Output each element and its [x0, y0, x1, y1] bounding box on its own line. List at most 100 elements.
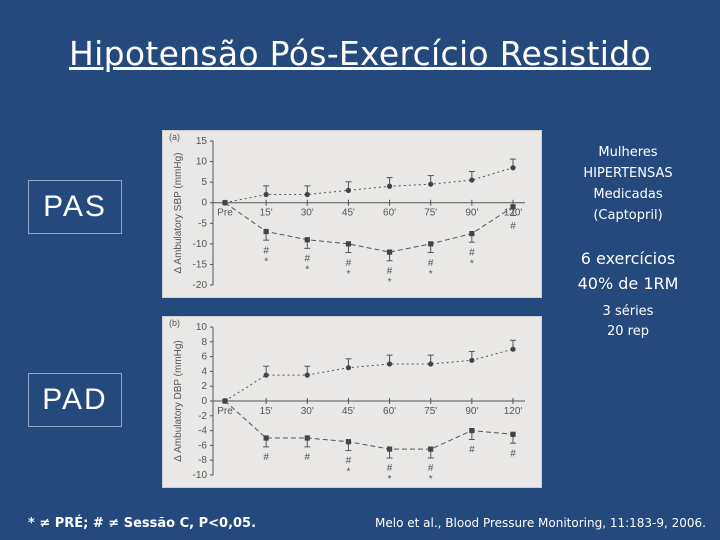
- sbp-chart: 15 10 5 0 -5 -10 -15 -20 (a) Δ Ambulatory SBP (mm…: [162, 130, 542, 298]
- intensity-text: 40% de 1RM: [577, 274, 679, 293]
- y-tick-label: -20: [193, 280, 208, 291]
- x-tick-label: 60': [383, 406, 396, 417]
- y-tick-label: -4: [198, 426, 207, 437]
- y-tick-label: -10: [193, 470, 208, 481]
- y-tick-label: 0: [201, 198, 207, 209]
- data-point: [428, 361, 434, 367]
- significance-mark: #: [428, 258, 434, 269]
- group-line: HIPERTENSAS: [583, 166, 673, 181]
- significance-mark: *: [346, 269, 350, 280]
- y-tick-label: 2: [201, 381, 207, 392]
- significance-mark: *: [429, 474, 433, 485]
- significance-mark: #: [263, 452, 269, 463]
- pas-label: PAS: [28, 180, 122, 234]
- data-point: [386, 183, 393, 189]
- data-point: [263, 372, 269, 378]
- data-point: [304, 372, 310, 378]
- data-point: [345, 187, 352, 193]
- data-point: [263, 228, 269, 235]
- data-point: [469, 230, 475, 237]
- panel-label: (a): [169, 132, 180, 142]
- y-tick-label: 8: [201, 337, 207, 348]
- data-point: [386, 361, 393, 367]
- citation: Melo et al., Blood Pressure Monitoring, …: [375, 516, 706, 530]
- y-axis-label: Δ Ambulatory DBP (mmHg): [173, 340, 184, 462]
- y-tick-label: -8: [198, 455, 207, 466]
- series-line: 20 rep: [607, 324, 649, 339]
- y-axis-label: Δ Ambulatory SBP (mmHg): [173, 153, 184, 274]
- y-tick-label: 5: [201, 177, 207, 188]
- data-point: [510, 346, 516, 352]
- series-line: [224, 202, 514, 253]
- data-point: [428, 241, 434, 247]
- x-tick-label: 90': [465, 208, 478, 219]
- series-line: [224, 348, 514, 402]
- series-line: [224, 400, 514, 450]
- significance-mark: #: [305, 254, 311, 265]
- significance-mark: #: [263, 246, 269, 257]
- data-point: [345, 241, 352, 247]
- dbp-chart-svg: 10 8 6 4 2 0 -2 -4 -6 -8 -10 (b) Δ Ambulatory DBP (m…: [169, 318, 525, 485]
- data-point: [263, 435, 269, 441]
- significance-mark: #: [510, 221, 516, 232]
- y-tick-label: -5: [198, 218, 207, 229]
- significance-mark: *: [305, 265, 309, 276]
- x-tick-label: 75': [424, 208, 437, 219]
- y-tick-label: -6: [198, 440, 207, 451]
- x-tick-label: 15': [260, 406, 273, 417]
- exercises-text: 6 exercícios: [580, 249, 676, 268]
- data-point: [304, 435, 310, 441]
- y-tick-label: 15: [196, 136, 208, 147]
- pad-label: PAD: [28, 373, 122, 427]
- data-point: [345, 365, 352, 371]
- series-info: 3 séries 20 rep: [548, 302, 708, 342]
- data-point: [510, 431, 516, 437]
- significance-mark: #: [469, 248, 475, 259]
- significance-mark: #: [428, 463, 434, 474]
- significance-mark: #: [346, 258, 352, 269]
- data-point: [386, 249, 393, 255]
- y-tick-label: -15: [193, 259, 208, 270]
- data-point: [469, 357, 475, 363]
- data-point: [345, 439, 352, 445]
- data-point: [510, 204, 516, 210]
- x-tick-label: 75': [424, 406, 437, 417]
- x-tick-label: Pre: [217, 208, 233, 219]
- x-tick-label: 15': [260, 208, 273, 219]
- y-tick-label: 10: [196, 157, 208, 168]
- significance-mark: *: [388, 474, 392, 485]
- data-point: [510, 165, 516, 171]
- y-tick-label: -10: [193, 239, 208, 250]
- data-point: [428, 446, 434, 452]
- significance-mark: #: [387, 463, 393, 474]
- significance-mark: #: [305, 452, 311, 463]
- y-tick-label: 10: [196, 322, 208, 333]
- y-tick-label: 0: [201, 396, 207, 407]
- significance-mark: *: [470, 259, 474, 270]
- data-point: [386, 446, 393, 452]
- y-tick-label: -2: [198, 411, 207, 422]
- significance-mark: *: [429, 269, 433, 280]
- panel-label: (b): [169, 318, 180, 328]
- significance-mark: *: [346, 467, 350, 478]
- significance-mark: #: [510, 448, 516, 459]
- x-tick-label: 45': [342, 406, 355, 417]
- slide-title: Hipotensão Pós-Exercício Resistido: [69, 34, 651, 73]
- significance-mark: *: [388, 277, 392, 288]
- significance-mark: #: [346, 456, 352, 467]
- dbp-chart: 10 8 6 4 2 0 -2 -4 -6 -8 -10 (b) Δ Ambulatory DBP (m…: [162, 316, 542, 488]
- x-tick-label: 45': [342, 208, 355, 219]
- data-point: [263, 191, 269, 198]
- x-tick-label: 30': [301, 406, 314, 417]
- x-tick-label: Pre: [217, 406, 233, 417]
- x-tick-label: 30': [301, 208, 314, 219]
- significance-mark: #: [387, 266, 393, 277]
- data-point: [469, 428, 475, 434]
- series-line: [224, 167, 514, 204]
- series-line: 3 séries: [602, 304, 654, 319]
- group-info: Mulheres HIPERTENSAS Medicadas (Captopri…: [548, 142, 708, 226]
- y-tick-label: 4: [201, 366, 207, 377]
- data-point: [304, 191, 310, 198]
- x-tick-label: 120': [504, 406, 523, 417]
- data-point: [222, 200, 228, 206]
